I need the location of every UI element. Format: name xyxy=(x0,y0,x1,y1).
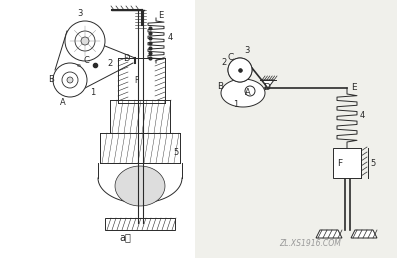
Circle shape xyxy=(228,58,252,82)
Polygon shape xyxy=(115,166,165,206)
Circle shape xyxy=(228,58,252,82)
Text: F: F xyxy=(134,76,139,85)
Circle shape xyxy=(65,21,105,61)
Text: o: o xyxy=(77,63,81,68)
Text: B: B xyxy=(48,75,54,84)
Circle shape xyxy=(53,63,87,97)
Text: 2: 2 xyxy=(221,58,226,67)
Bar xyxy=(333,148,361,178)
Text: ZL.XS1916.COM: ZL.XS1916.COM xyxy=(279,239,341,248)
Text: a）: a） xyxy=(119,232,131,242)
Text: 3: 3 xyxy=(77,9,82,18)
Text: E: E xyxy=(158,11,163,20)
Circle shape xyxy=(67,77,73,83)
Text: 5: 5 xyxy=(173,148,178,157)
Text: 1: 1 xyxy=(90,88,95,97)
Text: E: E xyxy=(351,83,357,92)
Text: F: F xyxy=(337,159,342,168)
Circle shape xyxy=(81,37,89,45)
Polygon shape xyxy=(262,80,274,88)
Bar xyxy=(0,0,195,258)
Text: 3: 3 xyxy=(244,46,249,55)
Text: A: A xyxy=(60,98,66,107)
Text: D: D xyxy=(123,54,129,63)
Polygon shape xyxy=(316,230,342,238)
Text: 4: 4 xyxy=(168,34,173,43)
Text: 1: 1 xyxy=(233,100,238,109)
Circle shape xyxy=(245,86,255,96)
Text: C: C xyxy=(83,56,89,65)
Text: D: D xyxy=(263,83,270,92)
Text: A: A xyxy=(245,88,251,97)
Circle shape xyxy=(75,31,95,51)
Circle shape xyxy=(62,72,78,88)
Text: C: C xyxy=(227,53,233,62)
Bar xyxy=(105,218,175,230)
Polygon shape xyxy=(221,79,265,107)
Text: 2: 2 xyxy=(107,59,112,68)
Text: 5: 5 xyxy=(370,159,375,168)
Polygon shape xyxy=(351,230,377,238)
Text: 4: 4 xyxy=(360,111,365,120)
Text: B: B xyxy=(217,82,223,91)
